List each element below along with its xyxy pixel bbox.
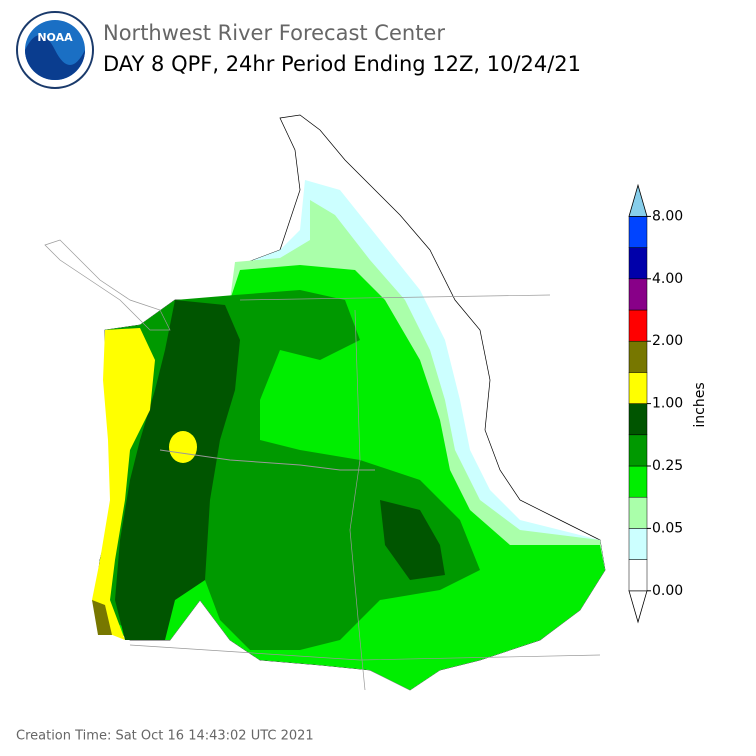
colorbar-label: 0.25: [652, 458, 683, 474]
colorbar-label: 4.00: [652, 271, 683, 287]
colorbar-label: 8.00: [652, 208, 683, 224]
colorbar-swatch: [628, 278, 648, 311]
logo-text: NOAA: [37, 31, 73, 44]
colorbar-label: 0.05: [652, 520, 683, 536]
creation-time: Creation Time: Sat Oct 16 14:43:02 UTC 2…: [16, 729, 314, 744]
colorbar-swatch: [628, 247, 648, 280]
map-area: [44, 114, 606, 691]
colorbar-swatch: [628, 434, 648, 467]
colorbar-swatch: [628, 372, 648, 404]
map-title: DAY 8 QPF, 24hr Period Ending 12Z, 10/24…: [103, 52, 581, 76]
noaa-logo: NOAA: [16, 11, 94, 89]
colorbar-swatch: [628, 528, 648, 560]
colorbar-arrow: [628, 183, 648, 217]
colorbar-swatch: [628, 496, 648, 529]
colorbar-swatch: [628, 309, 648, 342]
colorbar-label: 0.00: [652, 583, 683, 599]
colorbar-label: 2.00: [652, 333, 683, 349]
org-title: Northwest River Forecast Center: [103, 21, 445, 45]
colorbar-swatch: [628, 559, 648, 592]
colorbar-swatch: [628, 340, 648, 373]
colorbar-unit: inches: [692, 382, 708, 427]
colorbar-swatch: [628, 403, 648, 436]
colorbar-swatch: [628, 465, 648, 498]
colorbar-arrow: [628, 590, 648, 624]
colorbar-swatch: [628, 216, 648, 248]
colorbar: 0.00 0.05 0.25 1.00 2.00 4.00 8.00: [628, 183, 683, 624]
colorbar-label: 1.00: [652, 396, 683, 412]
